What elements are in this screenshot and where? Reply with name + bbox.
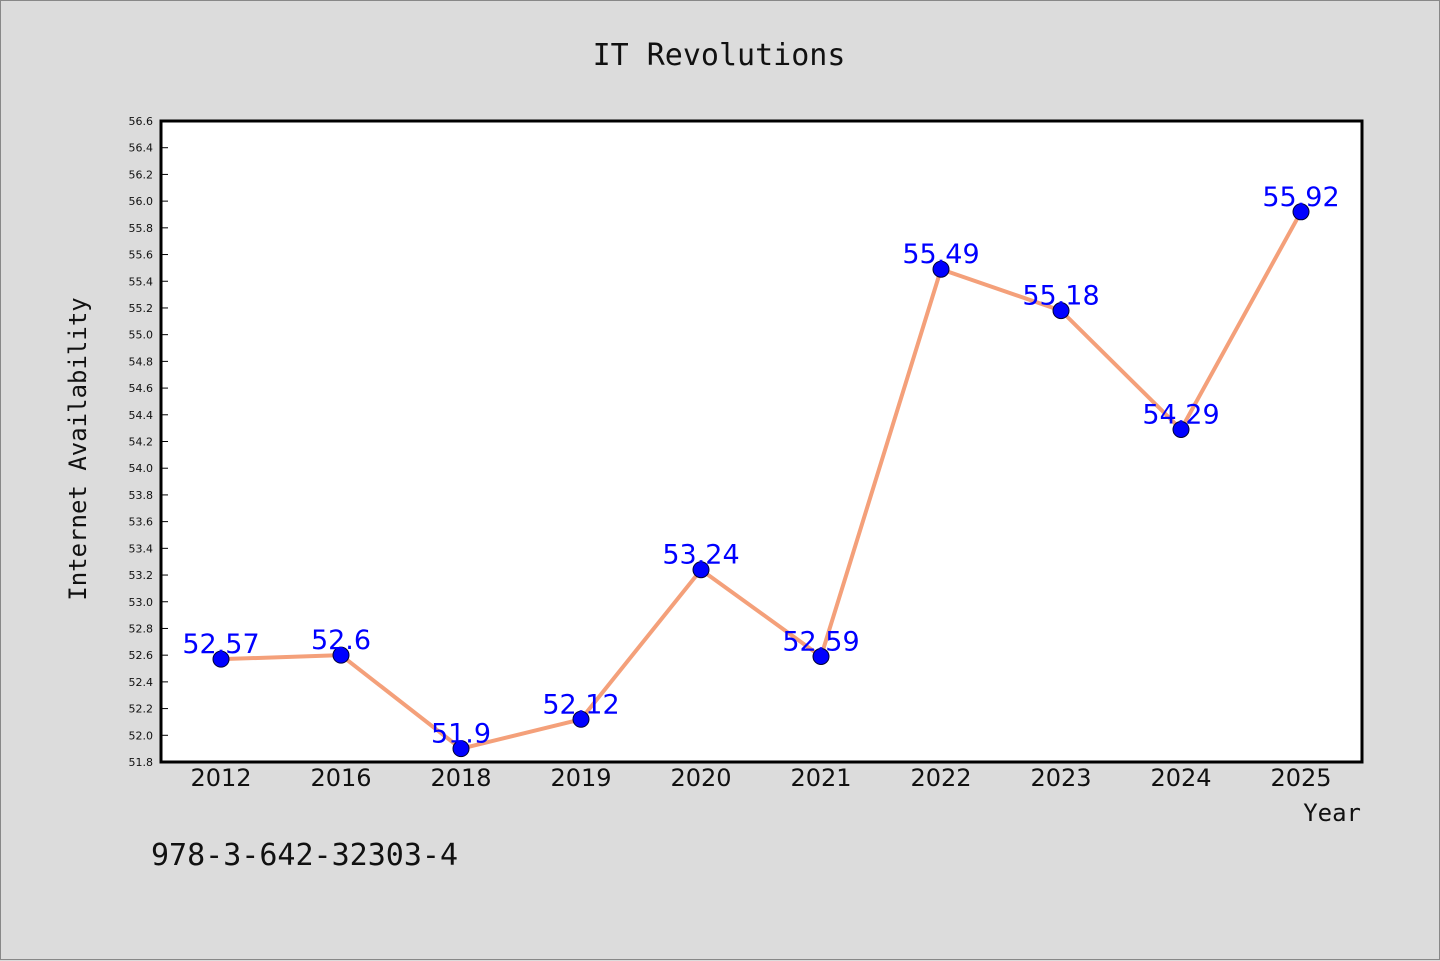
x-tick-label: 2012 <box>190 764 251 792</box>
y-tick-label: 56.4 <box>129 142 154 155</box>
data-point <box>332 646 350 664</box>
x-axis-label: Year <box>1303 799 1361 827</box>
y-tick-label: 52.8 <box>129 622 154 635</box>
data-label: 55.18 <box>1022 281 1099 312</box>
data-labels: 52.57 52.6 51.9 52.12 53.24 52.59 55.49 55.18 54… <box>182 182 1339 750</box>
data-point <box>1052 302 1070 320</box>
x-tick-label: 2018 <box>430 764 491 792</box>
y-tick-label: 52.2 <box>129 703 154 716</box>
y-tick-label: 54.8 <box>129 355 154 368</box>
y-tick-label: 53.6 <box>129 516 154 529</box>
series-line <box>220 210 1303 751</box>
data-label: 54.29 <box>1142 399 1219 430</box>
data-label: 55.92 <box>1262 182 1339 213</box>
y-tick-label: 55.2 <box>129 302 154 315</box>
data-label: 53.24 <box>662 540 739 571</box>
x-tick-label: 2020 <box>670 764 731 792</box>
x-tick-label: 2023 <box>1030 764 1091 792</box>
x-axis: 2012 2016 2018 2019 2020 2021 2022 2023 2024 2025 <box>190 764 1331 792</box>
data-label: 52.57 <box>182 629 259 660</box>
y-tick-label: 55.8 <box>129 222 154 235</box>
y-tick-label: 53.2 <box>129 569 154 582</box>
x-tick-label: 2025 <box>1270 764 1331 792</box>
y-tick-label: 52.4 <box>129 676 154 689</box>
y-tick-label: 55.6 <box>129 249 154 262</box>
data-point <box>572 710 590 728</box>
plot-area <box>159 119 1364 764</box>
y-tick-label: 51.8 <box>129 756 154 769</box>
y-tick-label: 54.6 <box>129 382 154 395</box>
data-point <box>932 260 950 278</box>
y-tick-label: 56.6 <box>129 115 154 128</box>
data-point <box>1292 203 1310 221</box>
data-label: 55.49 <box>902 239 979 270</box>
y-axis-label: Internet Availability <box>64 297 92 600</box>
y-tick-label: 55.0 <box>129 329 154 342</box>
y-tick-label: 56.0 <box>129 195 154 208</box>
y-tick-label: 52.0 <box>129 729 154 742</box>
series-layer <box>212 203 1310 758</box>
y-tick-label: 53.4 <box>129 542 154 555</box>
y-tick-label: 55.4 <box>129 275 154 288</box>
y-tick-label: 52.6 <box>129 649 154 662</box>
data-point <box>812 648 830 666</box>
chart-title: IT Revolutions <box>593 38 846 73</box>
y-tick-label: 53.8 <box>129 489 154 502</box>
data-label: 51.9 <box>431 719 491 750</box>
footnote: 978-3-642-32303-4 <box>151 838 458 873</box>
y-axis: 51.8 52.0 52.2 52.4 52.6 52.8 53.0 53.2 53.4 53.6… <box>129 115 168 769</box>
y-tick-label: 54.2 <box>129 436 154 449</box>
data-label: 52.12 <box>542 689 619 720</box>
x-tick-label: 2022 <box>910 764 971 792</box>
y-tick-label: 54.0 <box>129 462 154 475</box>
data-point <box>212 650 230 668</box>
data-point <box>1172 420 1190 438</box>
data-label: 52.59 <box>782 627 859 658</box>
x-tick-label: 2021 <box>790 764 851 792</box>
y-tick-label: 54.4 <box>129 409 154 422</box>
x-tick-label: 2019 <box>550 764 611 792</box>
x-tick-label: 2016 <box>310 764 371 792</box>
data-point <box>452 740 470 758</box>
x-tick-label: 2024 <box>1150 764 1211 792</box>
data-point <box>692 561 710 579</box>
data-label: 52.6 <box>311 625 371 656</box>
y-tick-label: 56.2 <box>129 168 154 181</box>
y-tick-label: 53.0 <box>129 596 154 609</box>
